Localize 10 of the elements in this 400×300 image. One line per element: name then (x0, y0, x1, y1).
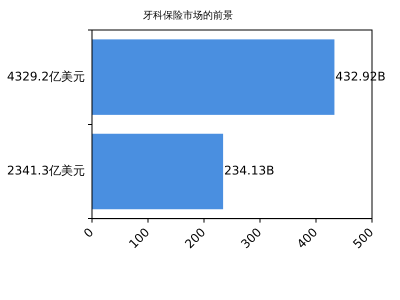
x-tick-label: 100 (126, 225, 152, 252)
x-tick-label: 200 (182, 225, 208, 252)
data-label: 234.13B (224, 164, 274, 178)
x-tick-label: 400 (294, 225, 320, 252)
y-tick-label: 4329.2亿美元 (6, 69, 85, 84)
chart-title: 牙科保险市场的前景 (143, 10, 233, 22)
x-tick-label: 500 (350, 225, 376, 252)
x-tick-label: 300 (238, 225, 264, 252)
x-tick-label: 0 (81, 225, 96, 240)
y-tick-label: 2341.3亿美元 (6, 164, 85, 178)
